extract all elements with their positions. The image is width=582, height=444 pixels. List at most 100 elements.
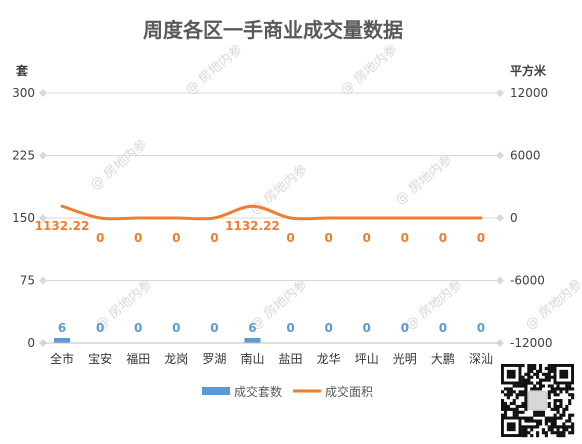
qr-module [547, 396, 551, 400]
qr-module [550, 390, 554, 394]
qr-module [521, 404, 525, 408]
qr-module [544, 372, 548, 376]
bar-data-label: 0 [172, 321, 180, 335]
area-line [60, 204, 483, 221]
qr-module [506, 404, 510, 408]
right-tick-label: 6000 [510, 149, 541, 163]
qr-module [533, 413, 537, 417]
qr-module [553, 416, 557, 420]
qr-module [521, 410, 525, 414]
qr-module [527, 431, 531, 435]
qr-module [559, 434, 563, 438]
qr-module [550, 364, 554, 368]
qr-module [501, 390, 505, 394]
qr-module [541, 431, 545, 435]
qr-module [503, 407, 508, 411]
qr-module [536, 419, 540, 423]
left-tick-marker [39, 89, 47, 97]
qr-module [512, 410, 516, 414]
qr-finder-core [559, 369, 569, 379]
qr-module [533, 372, 537, 376]
qr-module [521, 428, 525, 432]
qr-module [562, 434, 566, 438]
line-data-label: 0 [286, 231, 294, 245]
bar-data-label: 0 [401, 321, 409, 335]
qr-module [515, 384, 519, 388]
qr-module [568, 401, 572, 406]
qr-module [524, 401, 528, 406]
qr-module [506, 390, 510, 394]
qr-module [562, 387, 566, 391]
qr-module [556, 407, 560, 411]
qr-module [524, 390, 528, 394]
qr-module [524, 431, 528, 435]
qr-module [565, 419, 569, 423]
qr-module [530, 428, 534, 432]
qr-module [550, 375, 554, 379]
left-tick-label: 150 [12, 211, 35, 225]
chart-title: 周度各区一手商业成交量数据 [143, 18, 403, 42]
qr-module [538, 387, 543, 391]
left-tick-marker [39, 276, 47, 285]
qr-module [527, 366, 531, 371]
qr-module [524, 399, 528, 403]
right-tick-label: 0 [510, 211, 518, 225]
qr-module [550, 419, 554, 423]
qr-module [547, 404, 551, 408]
qr-module [527, 375, 531, 379]
qr-module [530, 416, 534, 420]
category-label: 罗湖 [202, 351, 226, 366]
qr-module [547, 393, 551, 397]
qr-module [515, 410, 519, 414]
qr-module [521, 375, 525, 379]
qr-module [556, 393, 560, 397]
qr-module [559, 399, 563, 403]
qr-module [524, 434, 528, 438]
line-data-label: 0 [439, 231, 447, 245]
qr-module [544, 434, 548, 438]
qr-module [530, 425, 534, 429]
qr-module [524, 393, 528, 397]
qr-module [538, 419, 543, 423]
qr-module [568, 393, 572, 397]
qr-module [550, 407, 554, 411]
qr-module [556, 434, 560, 438]
qr-module [521, 384, 525, 388]
qr-module [553, 399, 557, 403]
qr-module [556, 384, 560, 388]
qr-module [538, 366, 543, 371]
line-data-label: 0 [172, 231, 180, 245]
qr-module [553, 419, 557, 423]
qr-module [556, 416, 560, 420]
bar-data-label: 0 [210, 321, 218, 335]
legend: 成交套数 成交面积 [202, 384, 373, 399]
qr-module [565, 407, 569, 411]
qr-module [527, 425, 531, 429]
qr-module [509, 387, 513, 391]
qr-module [503, 404, 508, 408]
qr-module [550, 387, 554, 391]
qr-module [547, 416, 551, 420]
qr-module [559, 425, 563, 429]
qr-module [568, 399, 572, 403]
line-data-label: 0 [210, 231, 218, 245]
qr-module [527, 364, 531, 368]
qr-module [547, 372, 551, 376]
qr-module [562, 407, 566, 411]
qr-module [536, 431, 540, 435]
right-tick-marker [496, 89, 504, 97]
qr-module [568, 387, 572, 391]
qr-module [524, 372, 528, 376]
qr-module [550, 431, 554, 435]
qr-module [524, 396, 528, 400]
qr-module [533, 387, 537, 391]
qr-module [503, 410, 508, 414]
left-axis-unit: 套 [15, 63, 29, 78]
qr-module [512, 407, 516, 411]
qr-module [527, 372, 531, 376]
left-tick-label: 300 [12, 86, 35, 100]
qr-module [524, 384, 528, 388]
qr-module [568, 419, 572, 423]
right-axis-unit: 平方米 [510, 63, 547, 78]
qr-module [571, 428, 575, 432]
